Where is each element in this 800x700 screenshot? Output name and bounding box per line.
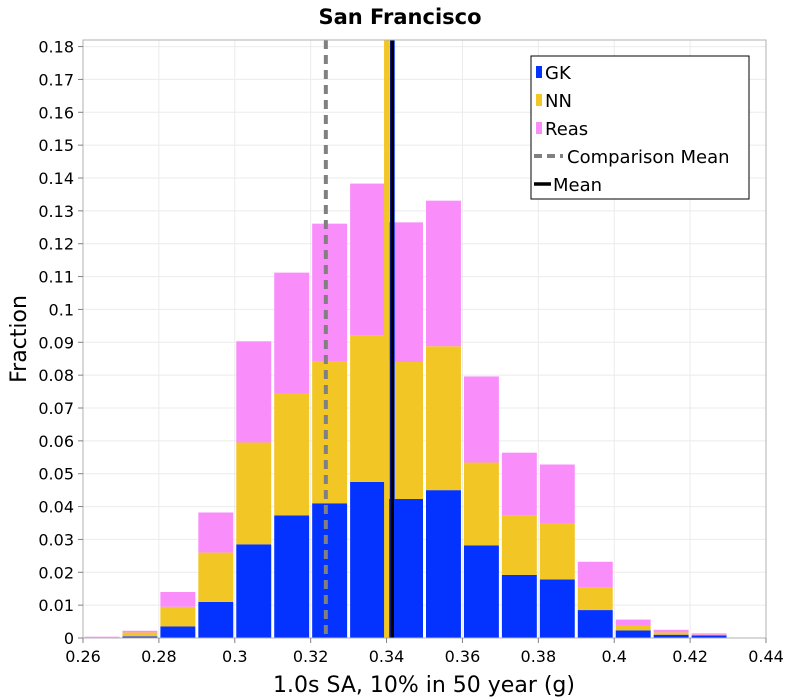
y-tick-label: 0.16 (38, 103, 74, 122)
y-tick-label: 0.15 (38, 136, 74, 155)
y-tick-label: 0.14 (38, 169, 74, 188)
x-tick-label: 0.36 (445, 647, 481, 666)
y-axis-ticks: 0 0.01 0.02 0.03 0.04 0.05 0.06 0.07 0.08 0.09 0.1… (38, 38, 83, 648)
x-tick-label: 0.38 (521, 647, 557, 666)
y-tick-label: 0.17 (38, 70, 74, 89)
bar-reas (122, 630, 158, 633)
y-tick-label: 0.01 (38, 596, 74, 615)
bar-nn (615, 625, 651, 631)
x-axis-ticks: 0.26 0.28 0.3 0.32 0.34 0.36 0.38 0.4 0.42 0.44 (65, 638, 784, 666)
x-tick-label: 0.3 (222, 647, 247, 666)
bar-reas (501, 452, 537, 516)
x-tick-label: 0.26 (65, 647, 101, 666)
bar-nn (236, 442, 272, 545)
bar-gk (463, 545, 499, 638)
y-tick-label: 0 (64, 629, 74, 648)
bar-gk (501, 574, 537, 638)
bar-nn (653, 632, 689, 635)
bar-gk (198, 601, 234, 638)
bar-nn (501, 515, 537, 575)
y-tick-label: 0.09 (38, 333, 74, 352)
bar-gk (615, 630, 651, 638)
plot-area-border (82, 39, 767, 639)
bar-gk (577, 610, 613, 638)
bar-nn (312, 361, 348, 504)
bar-gk (350, 481, 386, 638)
bar-gk (274, 515, 310, 638)
y-tick-label: 0.13 (38, 202, 74, 221)
legend-label: Comparison Mean (567, 147, 730, 168)
bar-gk (653, 634, 689, 638)
bar-reas (463, 376, 499, 463)
bar-nn (539, 523, 575, 580)
y-tick-label: 0.18 (38, 38, 74, 57)
bar-reas (198, 512, 234, 553)
y-tick-label: 0.11 (38, 268, 74, 287)
x-axis-label: 1.0s SA, 10% in 50 year (g) (273, 673, 575, 698)
y-tick-label: 0.07 (38, 399, 74, 418)
y-tick-label: 0.08 (38, 366, 74, 385)
bar-gk (539, 579, 575, 638)
y-tick-label: 0.04 (38, 498, 74, 517)
x-tick-label: 0.4 (601, 647, 626, 666)
x-tick-label: 0.28 (141, 647, 177, 666)
legend-swatch-gk (536, 66, 542, 78)
y-tick-label: 0.1 (49, 300, 74, 319)
bar-reas (577, 561, 613, 588)
bar-gk (160, 626, 196, 638)
x-tick-label: 0.34 (369, 647, 405, 666)
mean-lines (323, 40, 395, 638)
legend: GK NN Reas Comparison Mean Mean (530, 55, 750, 200)
bar-reas (615, 619, 651, 626)
x-tick-label: 0.32 (293, 647, 329, 666)
legend-label: GK (545, 63, 572, 84)
y-axis-label: Fraction (7, 295, 32, 383)
bar-gk (236, 544, 272, 638)
bar-reas (653, 629, 689, 633)
bar-reas (539, 464, 575, 523)
bar-reas (160, 592, 196, 607)
y-tick-label: 0.06 (38, 432, 74, 451)
y-tick-label: 0.05 (38, 465, 74, 484)
bar-nn (691, 634, 727, 636)
mean-marker-nn (384, 40, 390, 638)
legend-label: NN (545, 91, 572, 112)
bar-gk (691, 635, 727, 638)
bar-reas (274, 272, 310, 394)
bar-gk (122, 636, 158, 638)
bar-reas (426, 200, 461, 347)
bar-nn (274, 393, 310, 516)
bar-gk (312, 503, 348, 638)
bar-nn (426, 346, 461, 491)
y-tick-label: 0.02 (38, 563, 74, 582)
bar-nn (122, 632, 158, 637)
bar-reas (350, 183, 386, 336)
legend-label: Mean (553, 175, 602, 196)
bar-gk (426, 490, 461, 638)
bar-nn (198, 552, 234, 602)
bar-reas (691, 633, 727, 635)
chart-title: San Francisco (318, 5, 481, 29)
y-tick-label: 0.12 (38, 235, 74, 254)
bar-nn (160, 606, 196, 627)
y-tick-label: 0.03 (38, 530, 74, 549)
legend-swatch-reas (536, 122, 542, 134)
bar-reas (84, 636, 120, 638)
legend-label: Reas (545, 119, 588, 140)
bar-nn (350, 335, 386, 482)
bar-nn (577, 587, 613, 611)
x-tick-label: 0.42 (672, 647, 708, 666)
legend-swatch-nn (536, 94, 542, 106)
bar-reas (312, 223, 348, 362)
legend-box (530, 55, 750, 200)
bar-reas (236, 341, 272, 443)
bar-nn (463, 462, 499, 546)
x-tick-label: 0.44 (748, 647, 784, 666)
